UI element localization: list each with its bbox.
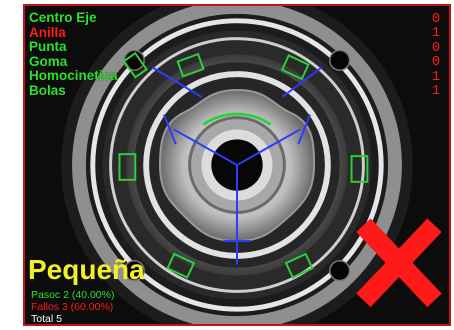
fail-x-icon — [356, 218, 442, 308]
code-digit: 0 — [431, 11, 441, 27]
inspection-item: Homocinetica — [29, 68, 118, 83]
inspection-item: Punta — [29, 39, 67, 54]
passed-count: Pasoc 2 (40.00%) — [31, 289, 115, 301]
inspection-item: Centro Eje — [29, 10, 97, 25]
code-digit: 0 — [431, 39, 441, 56]
inspection-item: Bolas — [29, 82, 66, 98]
failed-count: Fallos 3 (60.00%) — [31, 301, 114, 313]
inspection-item: Goma — [29, 53, 68, 69]
part-image — [61, 6, 442, 324]
measurement-overlay — [151, 66, 323, 265]
result-title: Pequeña — [28, 254, 145, 285]
code-digit: 1 — [431, 68, 441, 85]
ball-contours — [118, 51, 369, 279]
code-digit: 1 — [431, 83, 441, 100]
code-digit: 1 — [431, 25, 441, 42]
code-digit: 0 — [431, 54, 441, 71]
camera-view: Centro Eje Anilla Punta Goma Homocinetica Bol… — [23, 4, 451, 326]
total-count: Total 5 — [31, 313, 62, 325]
inspection-item: Anilla — [29, 24, 66, 40]
